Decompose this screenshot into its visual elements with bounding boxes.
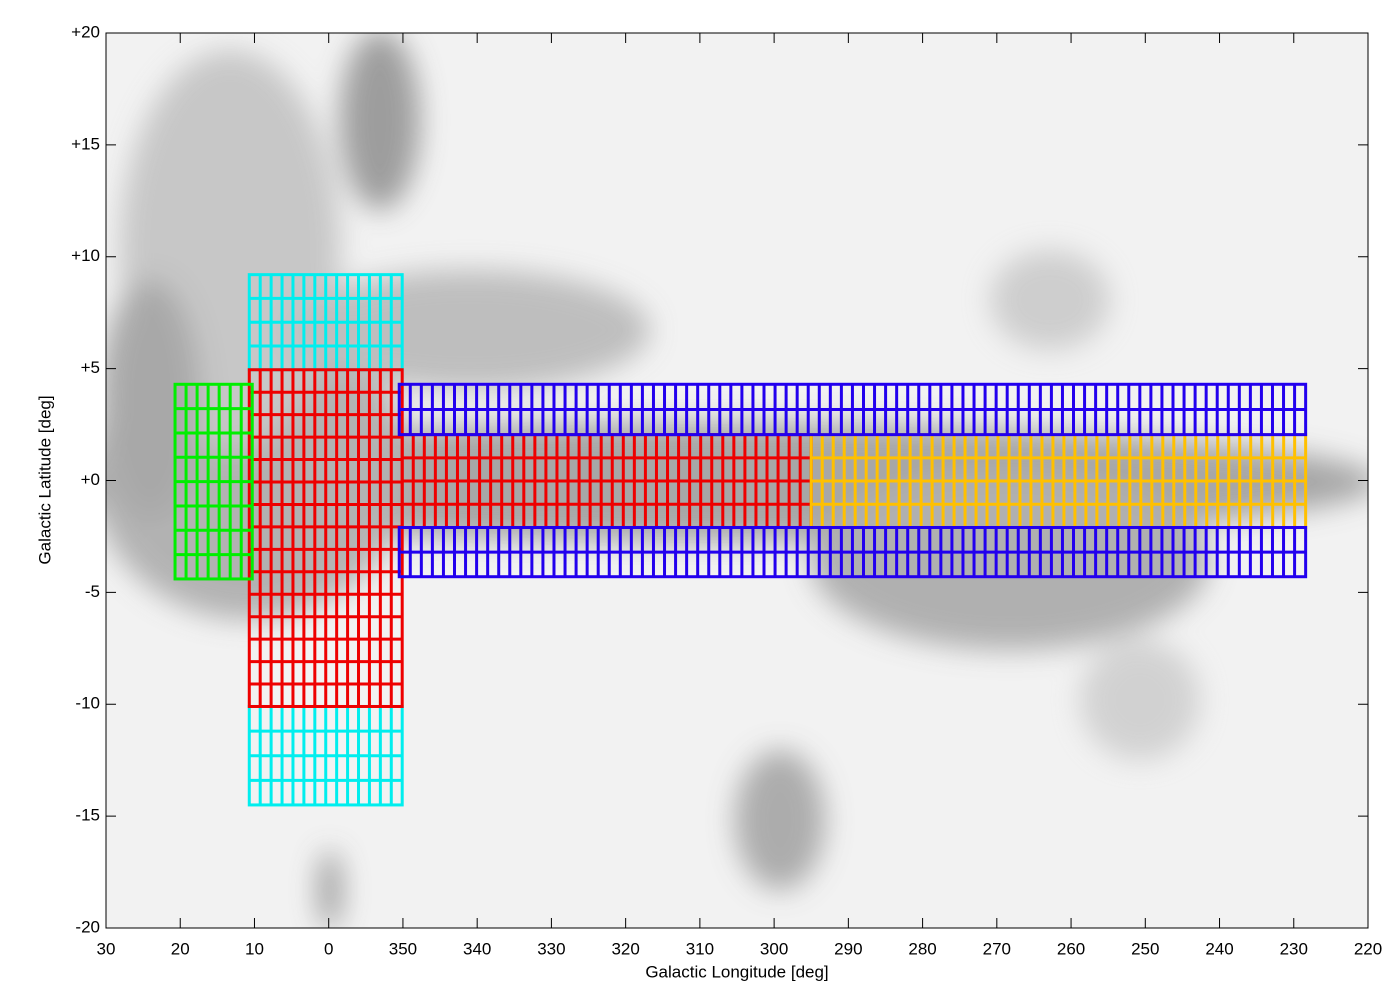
- y-tick-label: -5: [85, 582, 100, 601]
- x-tick-label: 330: [537, 939, 565, 958]
- x-tick-label: 300: [760, 939, 788, 958]
- x-tick-label: 290: [834, 939, 862, 958]
- survey-region: [173, 382, 254, 581]
- x-tick-label: 270: [983, 939, 1011, 958]
- y-tick-label: -20: [75, 917, 100, 936]
- x-tick-label: 240: [1205, 939, 1233, 958]
- x-tick-label: 310: [686, 939, 714, 958]
- y-tick-label: +0: [81, 470, 100, 489]
- x-tick-label: 340: [463, 939, 491, 958]
- x-tick-label: 10: [245, 939, 264, 958]
- y-tick-label: +10: [71, 246, 100, 265]
- survey-region: [397, 382, 1308, 437]
- x-tick-label: 30: [97, 939, 116, 958]
- x-tick-label: 320: [611, 939, 639, 958]
- y-tick-label: +20: [71, 22, 100, 41]
- x-tick-label: 250: [1131, 939, 1159, 958]
- x-tick-label: 230: [1280, 939, 1308, 958]
- y-tick-label: -15: [75, 806, 100, 825]
- x-tick-label: 220: [1354, 939, 1382, 958]
- x-tick-label: 350: [389, 939, 417, 958]
- y-axis-label: Galactic Latitude [deg]: [35, 395, 54, 564]
- y-tick-label: -10: [75, 694, 100, 713]
- y-tick-label: +15: [71, 134, 100, 153]
- survey-region: [247, 368, 404, 708]
- x-tick-label: 260: [1057, 939, 1085, 958]
- x-tick-label: 280: [908, 939, 936, 958]
- x-tick-label: 20: [171, 939, 190, 958]
- x-tick-label: 0: [324, 939, 333, 958]
- y-tick-label: +5: [81, 358, 100, 377]
- survey-region: [397, 525, 1308, 579]
- x-axis-label: Galactic Longitude [deg]: [645, 962, 828, 981]
